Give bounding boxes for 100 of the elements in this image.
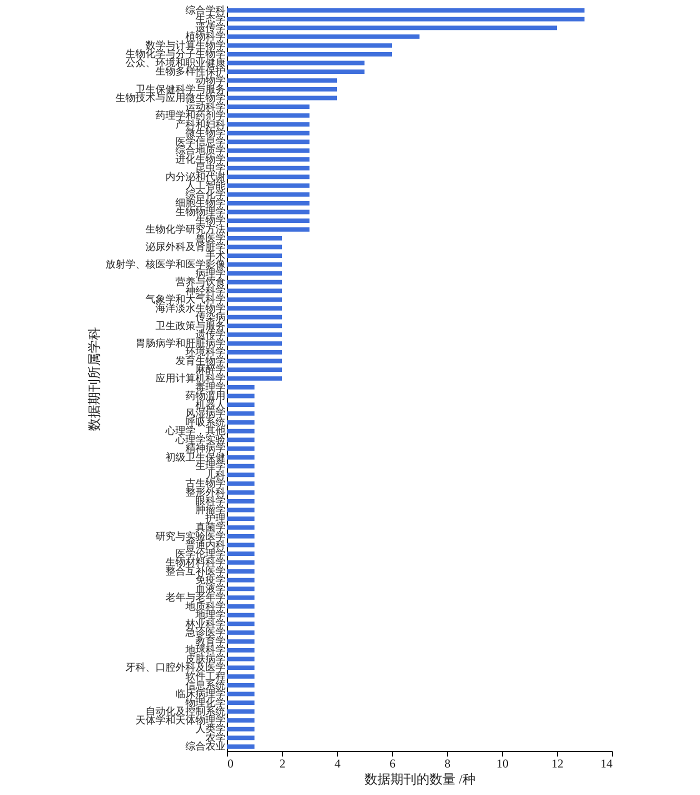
x-tick-label: 4 bbox=[334, 756, 340, 770]
bar bbox=[227, 332, 282, 337]
bar bbox=[227, 192, 310, 197]
x-tick-label: 10 bbox=[496, 756, 508, 770]
bar bbox=[227, 367, 282, 372]
bar bbox=[227, 262, 282, 267]
bar bbox=[227, 481, 254, 486]
bar bbox=[227, 157, 310, 162]
bar bbox=[227, 428, 254, 434]
bar bbox=[227, 692, 254, 696]
bar bbox=[227, 376, 282, 381]
bar bbox=[227, 498, 254, 504]
y-tick-label: 产科和妇科 bbox=[176, 118, 226, 130]
bar bbox=[227, 656, 254, 662]
x-tick-label: 0 bbox=[228, 756, 234, 770]
bar bbox=[227, 604, 254, 609]
y-tick-label: 胃肠病学和肝脏病学 bbox=[136, 337, 226, 350]
bar bbox=[227, 411, 254, 416]
bar bbox=[227, 96, 337, 100]
x-tick-label: 2 bbox=[280, 756, 286, 770]
y-axis-title: 数据期刊所属学科 bbox=[86, 327, 102, 431]
bar bbox=[227, 718, 254, 723]
y-tick-label: 机器人 bbox=[196, 398, 226, 411]
bar bbox=[227, 69, 364, 74]
x-tick-label: 6 bbox=[390, 756, 396, 770]
y-tick-label: 综合学科 bbox=[186, 4, 226, 16]
bar bbox=[227, 525, 254, 530]
bar bbox=[227, 358, 282, 364]
y-tick-label: 信息系统 bbox=[186, 679, 226, 692]
y-tick-label: 运动科学 bbox=[186, 100, 226, 113]
bar bbox=[227, 244, 282, 250]
bar bbox=[227, 560, 254, 565]
bar bbox=[227, 350, 282, 354]
y-tick-label: 真菌学 bbox=[196, 522, 226, 534]
bar bbox=[227, 280, 282, 284]
y-tick-label: 整形外科 bbox=[186, 486, 226, 498]
bar bbox=[227, 341, 282, 346]
bar bbox=[227, 455, 254, 460]
y-tick-label: 遗传学 bbox=[196, 22, 226, 34]
x-tick-label: 12 bbox=[552, 756, 564, 770]
bar bbox=[227, 622, 254, 626]
bar bbox=[227, 8, 584, 13]
bar bbox=[227, 297, 282, 302]
bar bbox=[227, 324, 282, 328]
y-tick-label: 地质科学 bbox=[184, 600, 226, 612]
bar bbox=[227, 236, 282, 241]
bar bbox=[227, 306, 282, 311]
bar bbox=[227, 183, 310, 188]
bar bbox=[227, 218, 310, 223]
bar bbox=[227, 87, 337, 92]
bar bbox=[227, 60, 364, 66]
bar bbox=[227, 595, 254, 600]
bar bbox=[227, 148, 310, 153]
bar bbox=[227, 78, 337, 83]
bar bbox=[227, 569, 254, 574]
x-tick-label: 14 bbox=[600, 756, 612, 770]
bar bbox=[227, 542, 254, 548]
y-tick-label: 皮肤病学 bbox=[186, 652, 226, 665]
bar bbox=[227, 34, 420, 39]
bar bbox=[227, 726, 254, 732]
bar bbox=[227, 438, 254, 442]
bar bbox=[227, 464, 254, 468]
bar bbox=[227, 534, 254, 539]
y-tick-label: 综合化学 bbox=[186, 188, 226, 200]
bar bbox=[227, 586, 254, 592]
bar bbox=[227, 271, 282, 276]
bar bbox=[227, 43, 392, 48]
bar bbox=[227, 648, 254, 652]
bar bbox=[227, 508, 254, 512]
bar bbox=[227, 612, 254, 618]
bar bbox=[227, 578, 254, 582]
y-tick-label: 手术 bbox=[206, 250, 226, 262]
bar bbox=[227, 140, 310, 144]
bar bbox=[227, 104, 310, 110]
bar bbox=[227, 200, 310, 206]
y-tick-label: 肿瘤学 bbox=[196, 504, 226, 516]
bar bbox=[227, 420, 254, 425]
bar bbox=[227, 166, 310, 170]
bar bbox=[227, 639, 254, 644]
bar bbox=[227, 113, 310, 118]
bar bbox=[227, 288, 282, 294]
bar bbox=[227, 314, 282, 320]
bar bbox=[227, 254, 282, 258]
bar bbox=[227, 683, 254, 688]
bar bbox=[227, 174, 310, 180]
bar bbox=[227, 665, 254, 670]
bar bbox=[227, 674, 254, 679]
bar bbox=[227, 385, 254, 390]
bar bbox=[227, 394, 254, 398]
bar bbox=[227, 700, 254, 706]
bar bbox=[227, 210, 310, 214]
bar bbox=[227, 736, 254, 740]
bar bbox=[227, 516, 254, 521]
y-tick-label: 应用计算机科学 bbox=[156, 372, 226, 384]
bar bbox=[227, 446, 254, 451]
bar bbox=[227, 227, 310, 232]
bar bbox=[227, 472, 254, 478]
bar bbox=[227, 26, 557, 30]
bar bbox=[227, 130, 310, 136]
bar bbox=[227, 402, 254, 408]
